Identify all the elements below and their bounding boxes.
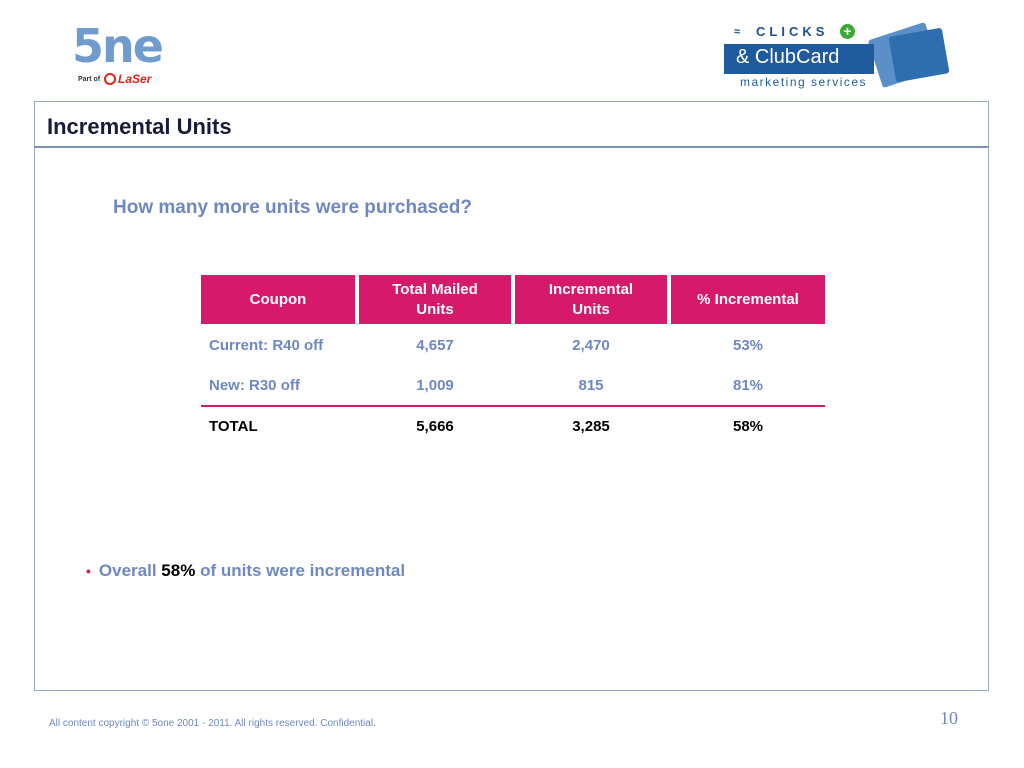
cell-total-pct: 58% bbox=[732, 418, 764, 435]
cell-total-incremental: 3,285 bbox=[572, 418, 610, 435]
clicks-clubcard-logo: ≈ CLICKS + & ClubCard marketing services bbox=[724, 21, 964, 92]
cell-incremental: 815 bbox=[578, 377, 604, 394]
copyright-footer: All content copyright © 5one 2001 - 2011… bbox=[49, 718, 376, 729]
cell-pct: 81% bbox=[732, 377, 764, 394]
5ne-logo: 5ne Part of LaSer bbox=[72, 22, 172, 92]
clubcard-box bbox=[724, 44, 874, 74]
cell-coupon: New: R30 off bbox=[209, 377, 300, 394]
summary-bullet: • Overall 58% of units were incremental bbox=[86, 561, 405, 581]
table-header: Coupon Total Mailed Units Incremental Un… bbox=[201, 275, 825, 324]
marketing-services-tagline: marketing services bbox=[740, 75, 868, 89]
content-frame bbox=[34, 148, 989, 691]
header-pct-incremental: % Incremental bbox=[671, 275, 825, 324]
cell-coupon: Current: R40 off bbox=[209, 337, 324, 354]
clicks-logo-text: CLICKS bbox=[756, 24, 829, 39]
bullet-highlight: 58% bbox=[161, 561, 196, 580]
swoosh-icon: ≈ bbox=[734, 26, 741, 38]
bullet-dot-icon: • bbox=[86, 563, 91, 579]
page-number: 10 bbox=[940, 708, 958, 728]
slide-title: Incremental Units bbox=[47, 114, 232, 139]
header-incremental-units: Incremental Units bbox=[515, 275, 667, 324]
laser-circle-icon bbox=[104, 73, 116, 85]
table-total-row: TOTAL 5,666 3,285 58% bbox=[201, 407, 825, 447]
cell-mailed: 1,009 bbox=[416, 377, 454, 394]
5ne-logo-text: 5ne bbox=[72, 19, 164, 73]
card-graphic-front bbox=[888, 27, 950, 83]
cell-incremental: 2,470 bbox=[572, 337, 610, 354]
laser-brand: LaSer bbox=[118, 72, 152, 86]
header-total-mailed-units: Total Mailed Units bbox=[359, 275, 511, 324]
total-separator bbox=[201, 405, 825, 407]
part-of-label: Part of bbox=[78, 76, 101, 83]
bullet-prefix: Overall bbox=[98, 561, 157, 580]
title-bar: Incremental Units bbox=[34, 101, 989, 148]
cell-mailed: 4,657 bbox=[416, 337, 454, 354]
plus-icon: + bbox=[840, 24, 855, 39]
question-heading: How many more units were purchased? bbox=[113, 197, 472, 218]
cell-total-mailed: 5,666 bbox=[416, 418, 454, 435]
cell-pct: 53% bbox=[732, 337, 764, 354]
header-coupon: Coupon bbox=[201, 275, 355, 324]
table-row: New: R30 off 1,009 815 81% bbox=[201, 366, 825, 406]
bullet-suffix: of units were incremental bbox=[200, 561, 406, 580]
cell-total-label: TOTAL bbox=[209, 418, 258, 435]
clubcard-logo-text: & ClubCard bbox=[736, 46, 840, 68]
table-row: Current: R40 off 4,657 2,470 53% bbox=[201, 326, 825, 366]
